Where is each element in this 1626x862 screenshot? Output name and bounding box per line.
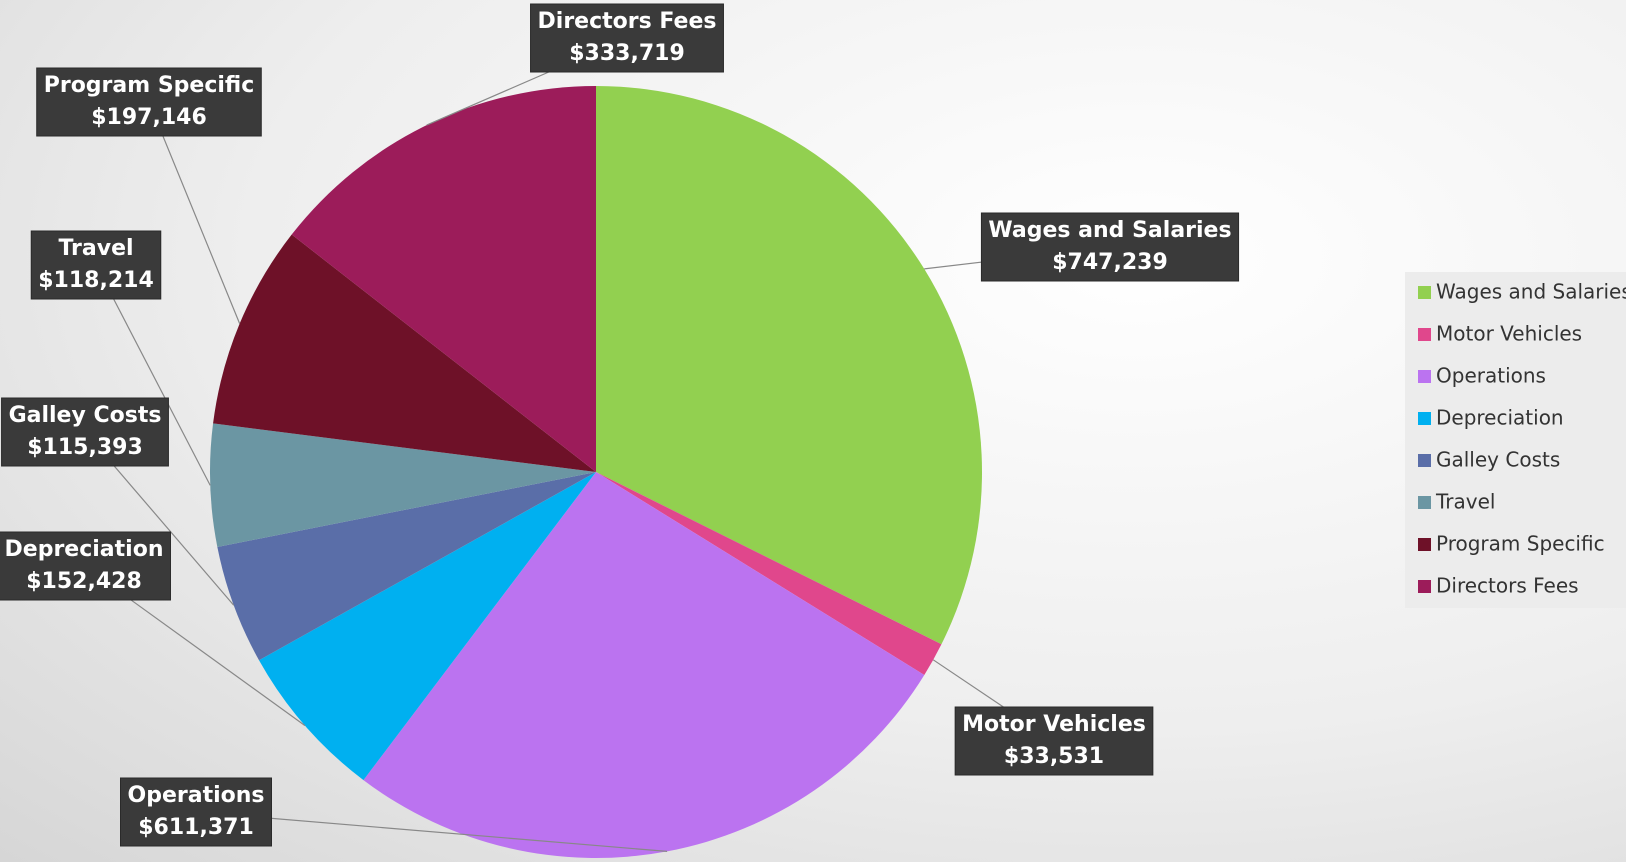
label-box: [1, 397, 169, 467]
legend-swatch: [1418, 412, 1431, 425]
legend: Wages and Salaries Motor Vehicles Operatio…: [1418, 280, 1626, 598]
legend-swatch: [1418, 538, 1431, 551]
data-label: Operations $611,371: [120, 777, 272, 847]
pie-slice: [291, 85, 596, 473]
legend-label: Wages and Salaries: [1436, 280, 1626, 304]
legend-swatch: [1418, 286, 1431, 299]
data-label: Program Specific $197,146: [36, 67, 262, 137]
pie-slice: [217, 472, 596, 661]
leader-line: [95, 264, 211, 486]
label-value: $197,146: [91, 105, 207, 130]
data-label: Wages and Salaries $747,239: [980, 212, 1240, 282]
legend-swatch: [1418, 328, 1431, 341]
pie-slice: [213, 234, 596, 472]
label-name: Depreciation: [5, 537, 164, 562]
label-name: Operations: [128, 783, 265, 808]
pie-slice: [596, 472, 942, 675]
label-name: Directors Fees: [538, 9, 717, 34]
pie: [209, 85, 982, 858]
legend-label: Operations: [1436, 364, 1546, 388]
leader-line: [148, 101, 241, 324]
pie-slice: [363, 472, 925, 858]
legend-swatch: [1418, 370, 1431, 383]
legend-label: Travel: [1435, 490, 1495, 514]
label-box: [36, 67, 262, 137]
label-name: Galley Costs: [9, 403, 162, 428]
legend-label: Program Specific: [1436, 532, 1605, 556]
legend-label: Galley Costs: [1436, 448, 1560, 472]
legend-label: Directors Fees: [1436, 574, 1579, 598]
data-label: Motor Vehicles $33,531: [954, 706, 1154, 776]
data-labels: Wages and Salaries $747,239 Motor Vehicles…: [0, 3, 1240, 847]
label-box: [954, 706, 1154, 776]
pie-slice: [596, 86, 982, 645]
data-label: Galley Costs $115,393: [1, 397, 169, 467]
label-box: [120, 777, 272, 847]
label-value: $33,531: [1004, 744, 1104, 769]
leader-line: [195, 811, 668, 852]
label-name: Program Specific: [44, 73, 255, 98]
label-box: [30, 230, 162, 300]
label-name: Motor Vehicles: [962, 712, 1146, 737]
label-value: $115,393: [27, 435, 143, 460]
label-box: [980, 212, 1240, 282]
pie-slice: [209, 423, 596, 547]
label-value: $152,428: [26, 569, 142, 594]
label-name: Travel: [58, 236, 133, 261]
legend-swatch: [1418, 454, 1431, 467]
data-label: Travel $118,214: [30, 230, 162, 300]
label-value: $333,719: [569, 41, 685, 66]
legend-swatch: [1418, 580, 1431, 593]
data-label: Depreciation $152,428: [0, 531, 171, 601]
legend-box: [1405, 272, 1626, 608]
label-value: $611,371: [138, 815, 254, 840]
label-box: [0, 531, 171, 601]
legend-swatch: [1418, 496, 1431, 509]
label-value: $118,214: [38, 268, 154, 293]
pie-slice: [259, 472, 596, 781]
data-label: Directors Fees $333,719: [530, 3, 724, 73]
legend-label: Depreciation: [1436, 406, 1564, 430]
label-name: Wages and Salaries: [988, 218, 1231, 243]
label-box: [530, 3, 724, 73]
label-value: $747,239: [1052, 250, 1168, 275]
legend-label: Motor Vehicles: [1436, 322, 1582, 346]
